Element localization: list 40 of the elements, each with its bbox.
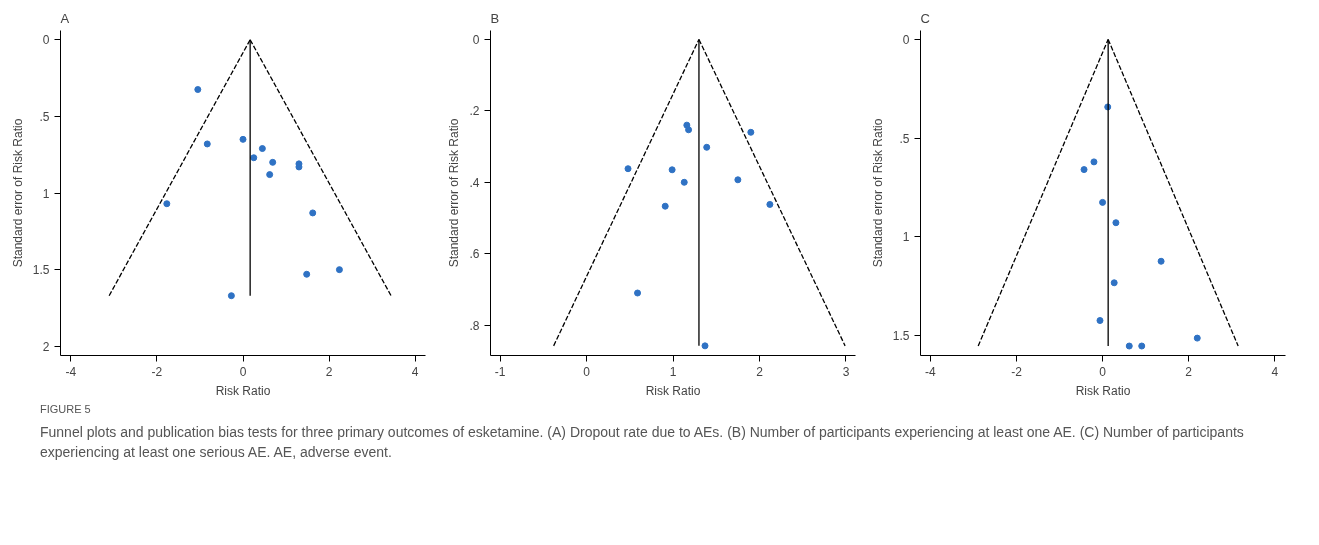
x-tick-label: -1 — [494, 364, 506, 379]
y-tick-label: .8 — [469, 318, 480, 333]
y-tick-label: 0 — [472, 32, 480, 47]
y-tick-label: .5 — [39, 109, 50, 124]
y-tick-label: .5 — [899, 131, 910, 146]
x-tick-label: 3 — [842, 364, 850, 379]
x-tick-label: -2 — [1011, 364, 1023, 379]
x-tick-label: 2 — [1185, 364, 1193, 379]
x-axis-title: Risk Ratio — [645, 383, 701, 398]
y-tick-label: 1 — [902, 230, 910, 245]
x-tick-label: 2 — [756, 364, 764, 379]
x-tick-label: -4 — [65, 364, 77, 379]
chart-title: A — [60, 10, 70, 26]
y-tick-label: 1.5 — [32, 263, 50, 278]
y-axis-title: Standard error of Risk Ratio — [447, 118, 462, 268]
y-tick-label: 1 — [42, 186, 50, 201]
y-tick-label: 1.5 — [892, 329, 910, 344]
y-tick-label: .4 — [469, 175, 480, 190]
x-tick-label: -4 — [925, 364, 937, 379]
chart-title: B — [490, 10, 500, 26]
x-tick-label: 0 — [239, 364, 247, 379]
y-tick-label: 0 — [902, 32, 910, 47]
y-axis-title: Standard error of Risk Ratio — [870, 118, 885, 268]
y-tick-label: 2 — [42, 339, 50, 354]
y-tick-label: .2 — [469, 104, 480, 119]
chart-title: C — [920, 10, 930, 26]
y-axis-title: Standard error of Risk Ratio — [10, 118, 25, 268]
text: Funnel plots and publication bias tests for three primary outcomes of esketamine. (A) Dropout rate due to AEs. (B) Number of participants experiencing at least one AE. (C) Number of participants experiencing at least one serious AE. AE, adverse event. — [40, 422, 1245, 462]
x-axis-title: Risk Ratio — [215, 383, 271, 398]
x-axis-title: Risk Ratio — [1075, 383, 1131, 398]
x-tick-label: 0 — [583, 364, 591, 379]
y-tick-label: 0 — [42, 33, 50, 48]
x-tick-label: 1 — [669, 364, 677, 379]
caption: FIGURE 5 — [40, 402, 91, 417]
x-tick-label: 2 — [325, 364, 333, 379]
x-tick-label: 4 — [411, 364, 419, 379]
y-tick-label: .6 — [469, 247, 480, 262]
x-tick-label: -2 — [151, 364, 163, 379]
x-tick-label: 0 — [1099, 364, 1107, 379]
x-tick-label: 4 — [1271, 364, 1279, 379]
